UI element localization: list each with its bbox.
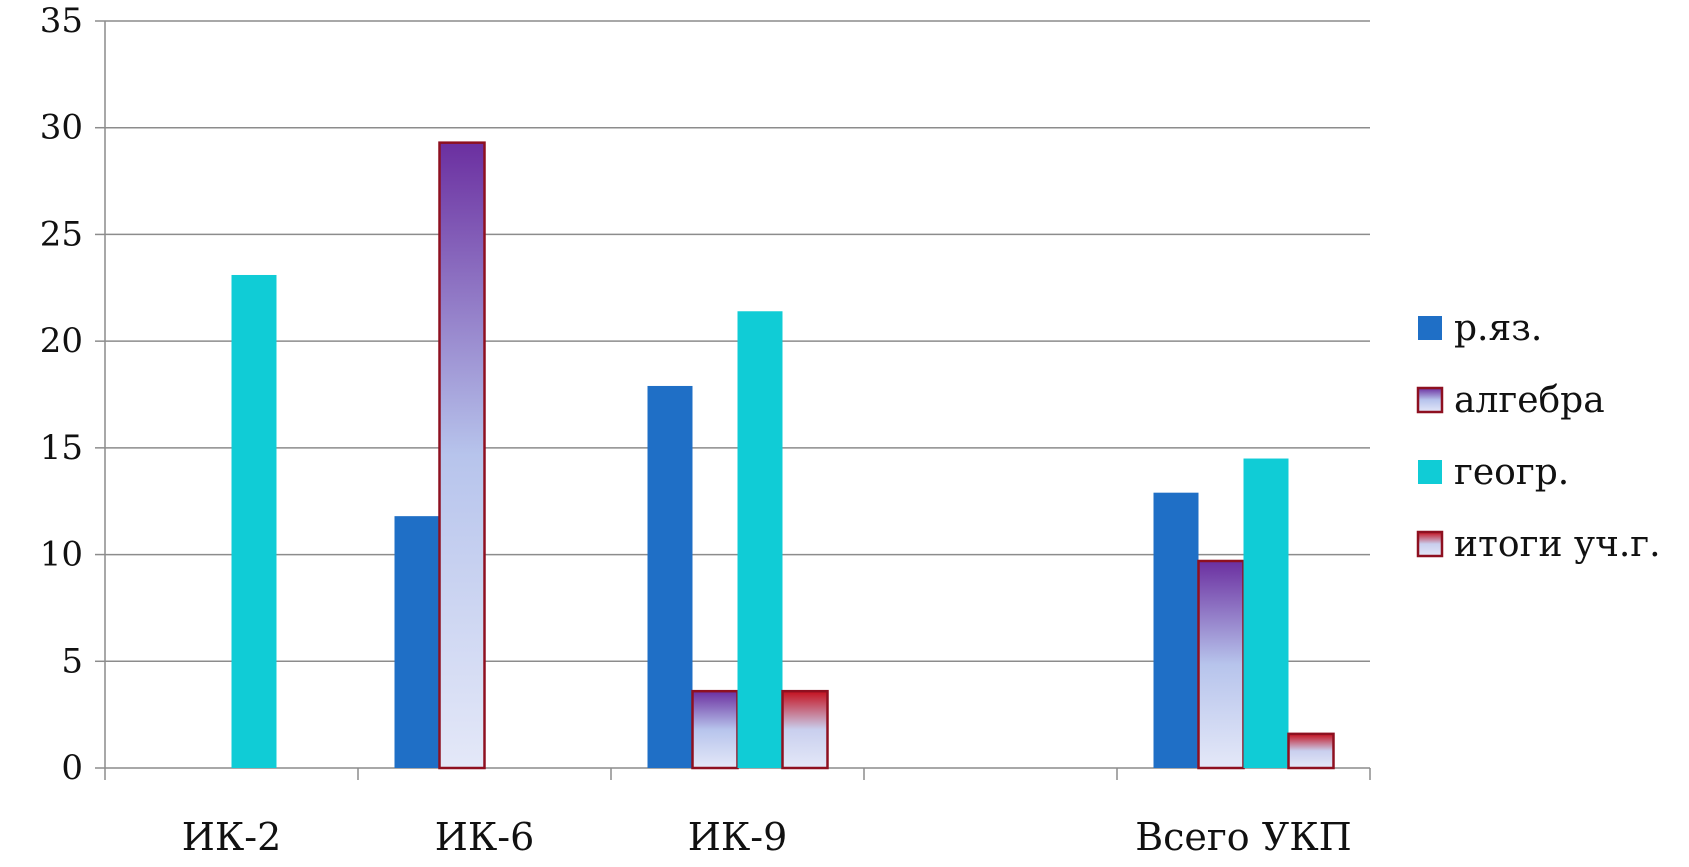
bar-3-1: [647, 385, 693, 768]
y-tick-label: 35: [40, 1, 83, 41]
legend-label-4: итоги уч.г.: [1454, 524, 1661, 565]
legend-label-3: геогр.: [1454, 452, 1569, 493]
y-tick-label: 5: [61, 641, 83, 681]
x-category-label: ИК-6: [435, 815, 535, 859]
bar-3-4: [781, 689, 829, 770]
y-tick-label: 30: [40, 108, 83, 148]
bar-1-3: [231, 274, 277, 768]
y-tick-label: 15: [40, 428, 83, 468]
y-tick-label: 20: [40, 321, 83, 361]
y-tick-label: 25: [40, 214, 83, 254]
legend-swatch-4: [1416, 530, 1444, 558]
bars: [231, 141, 1335, 770]
legend-label-1: р.яз.: [1454, 308, 1542, 349]
bar-5-4: [1287, 732, 1335, 770]
bar-3-2: [691, 689, 739, 770]
y-axis-ticks: 0 5 10 15 20 25 30 35: [40, 1, 83, 788]
legend-swatch-2: [1416, 386, 1444, 414]
bar-5-3: [1243, 458, 1289, 768]
x-category-label: Всего УКП: [1135, 815, 1352, 859]
legend: р.яз. алгебра геогр. итоги уч.г.: [1416, 308, 1661, 565]
legend-label-2: алгебра: [1454, 380, 1605, 421]
bar-2-2: [438, 141, 486, 770]
legend-swatch-1: [1418, 316, 1442, 340]
bar-5-1: [1153, 492, 1199, 768]
y-tick-label: 0: [61, 748, 83, 788]
y-tick-label: 10: [40, 535, 83, 575]
x-category-label: ИК-2: [182, 815, 282, 859]
bar-2-1: [394, 516, 440, 768]
x-category-label: ИК-9: [688, 815, 788, 859]
bar-5-2: [1197, 559, 1245, 770]
legend-swatch-3: [1418, 460, 1442, 484]
x-axis-labels: ИК-2 ИК-6 ИК-9 Всего УКП: [182, 815, 1352, 859]
bar-3-3: [737, 311, 783, 768]
